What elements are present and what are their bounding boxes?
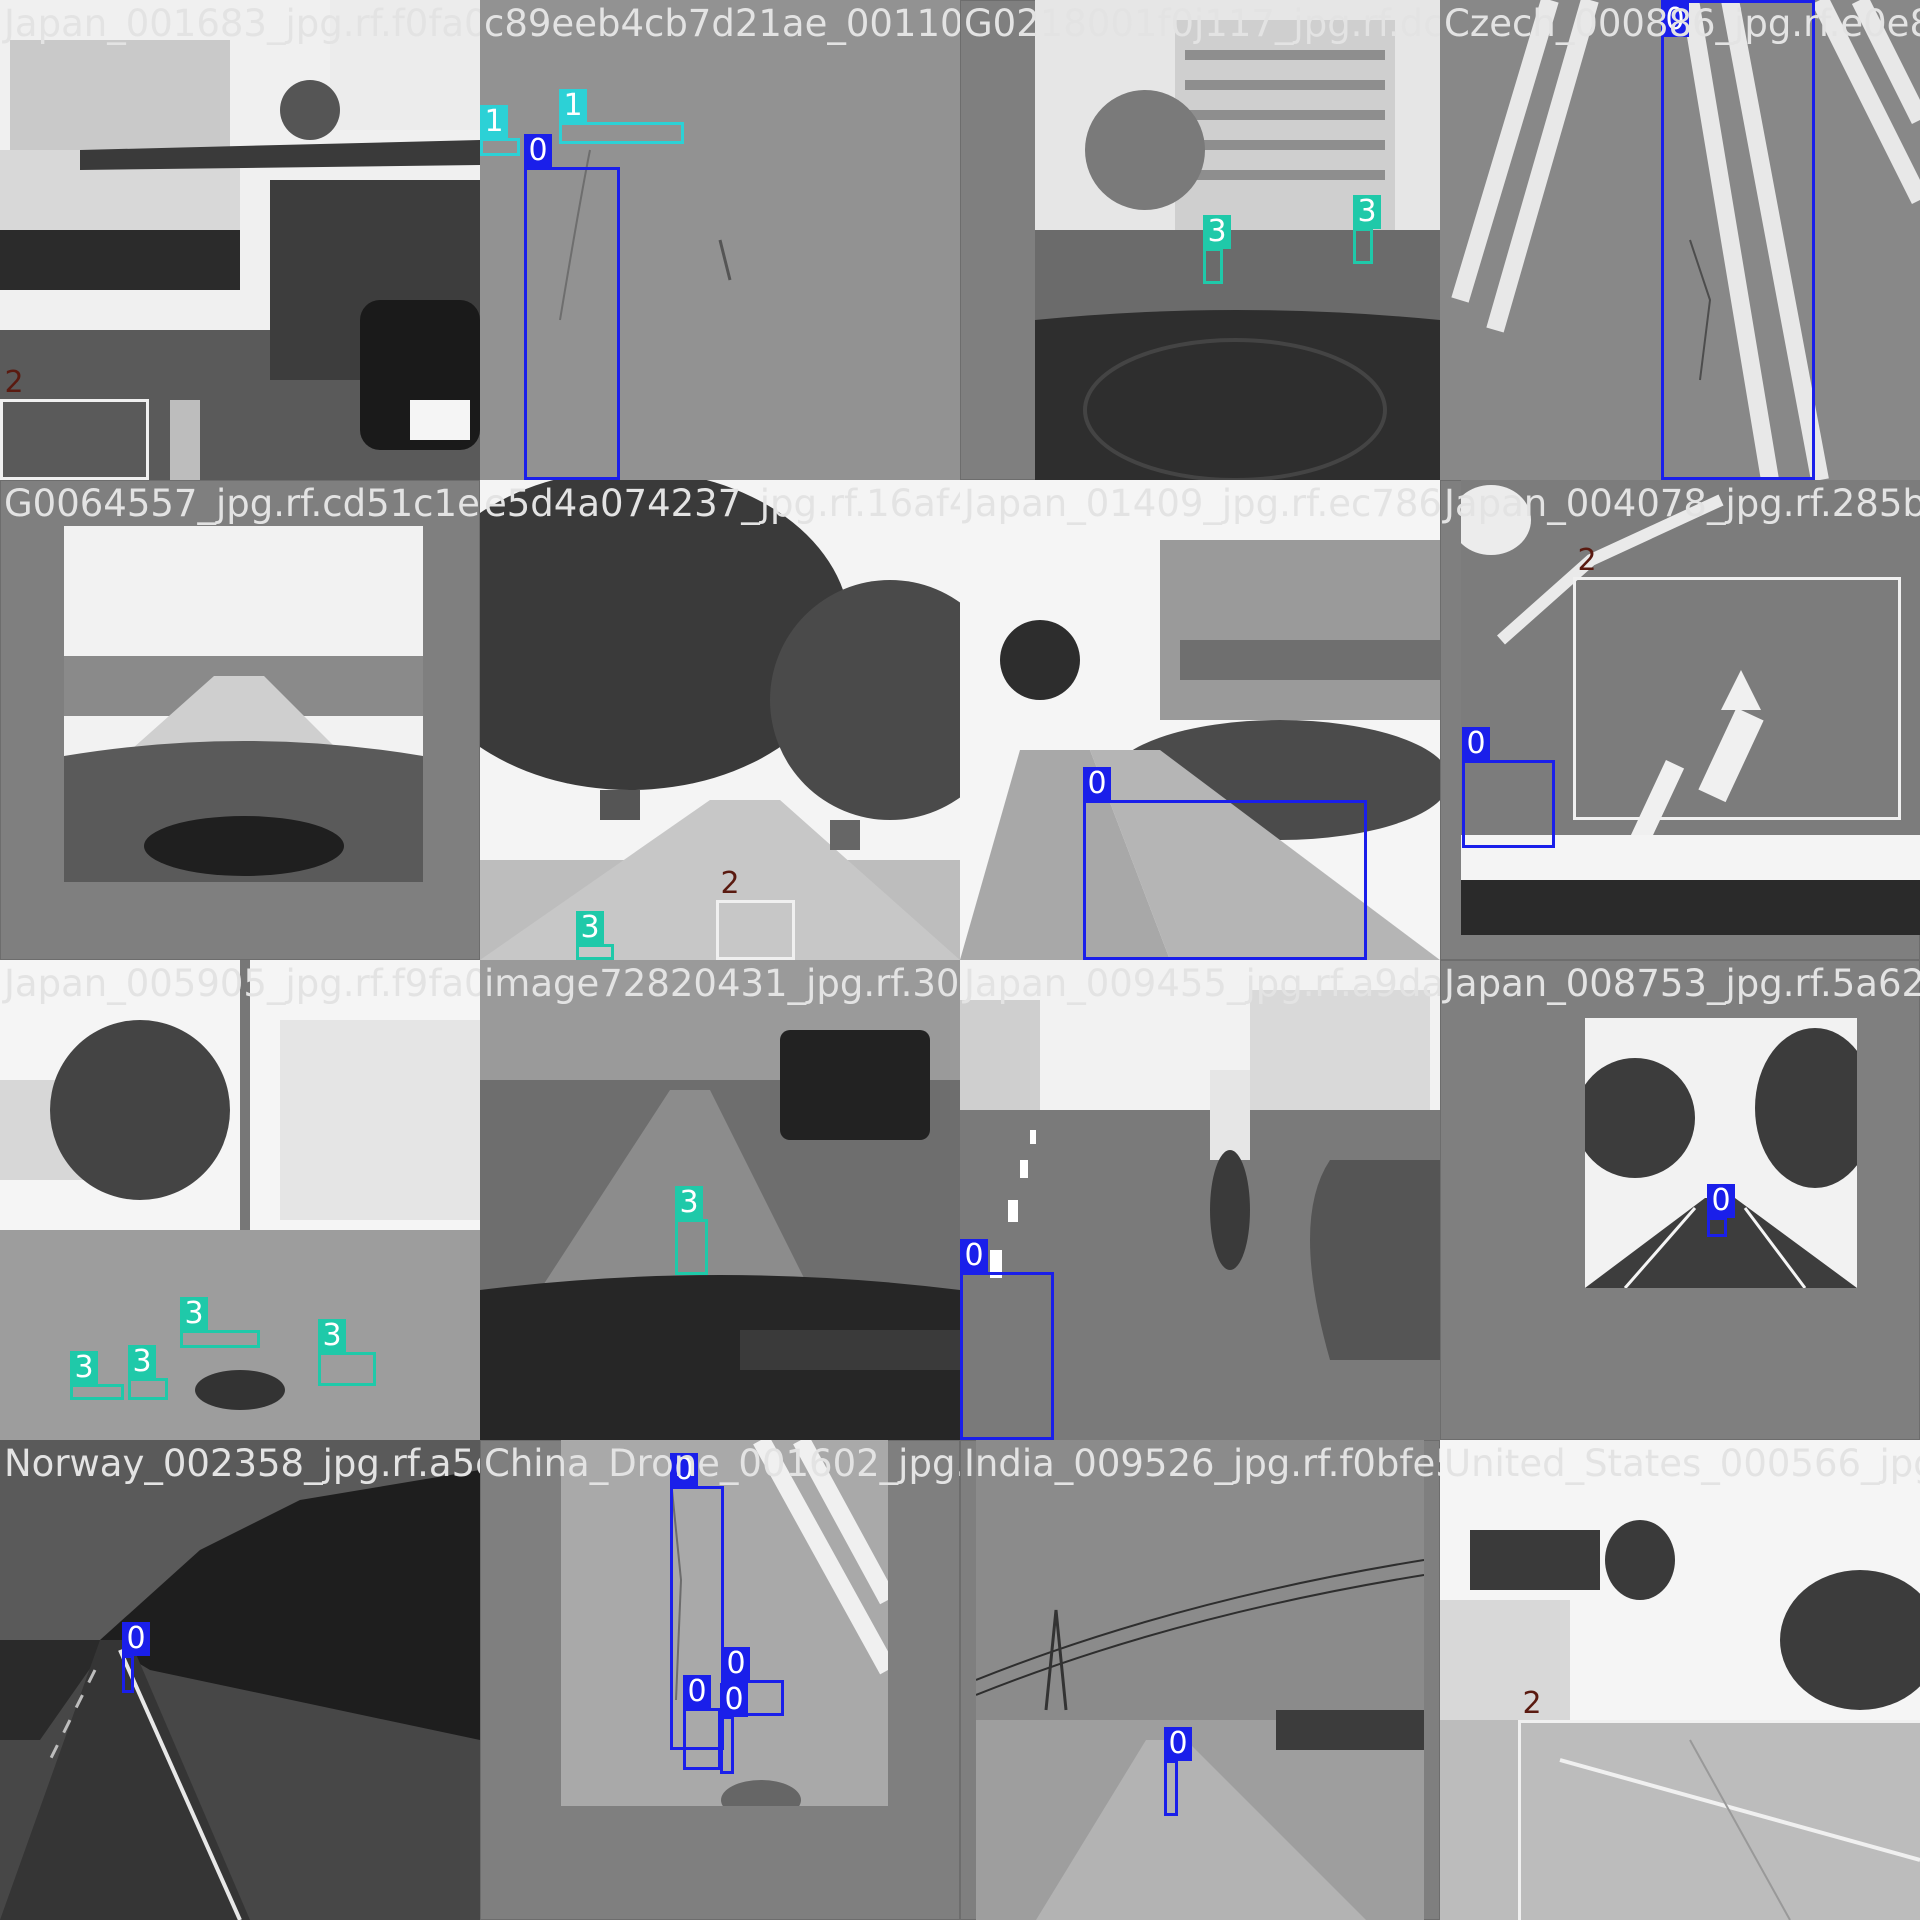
photo-boulevard [1585,1018,1857,1288]
scene-cyclist-street [960,960,1440,1440]
photo-power-lines [976,1440,1424,1920]
tile-2: 1 1 0 c89eeb4cb7d21ae_001101_jpg.rf.dc61… [480,0,960,480]
box-class-3: 3 [128,1345,168,1400]
photo-house-carport [0,0,480,480]
box-class-0: 0 [1164,1727,1192,1816]
tile-15: 0 India_009526_jpg.rf.f0bfe50 [960,1440,1440,1920]
box-class-0: 0 [1661,0,1815,480]
box-class-0: 0 [1083,767,1367,960]
tile-8: 0 2 Japan_004078_jpg.rf.285bc [1440,480,1920,960]
scene-lane-markings [1440,0,1920,480]
box-class-0: 0 [524,134,620,480]
box-class-0: 0 [683,1675,721,1770]
scene-boulevard [1585,1018,1857,1288]
scene-power-lines [976,1440,1424,1920]
tile-12: 0 Japan_008753_jpg.rf.5a629 [1440,960,1920,1440]
box-class-0: 0 [722,1647,784,1716]
box-class-3: 3 [180,1297,260,1348]
tile-16: 2 United_States_000566_jpg [1440,1440,1920,1920]
photo-manholes [0,960,480,1440]
tile-filename: G0064557_jpg.rf.cd51c1eefe5d4a0742357 [4,482,480,525]
scene-drone-lane [561,1440,888,1806]
photo-billboard-street [1440,1440,1920,1920]
scene-asphalt-closeup [480,0,960,480]
photo-asphalt [480,0,960,480]
tile-3: 3 3 G0218001f0j117_jpg.rf.dc614a44c2e03e… [960,0,1440,480]
tile-10: 3 image72820431_jpg.rf.300d9170fc [480,960,960,1440]
scene-manholes [0,960,480,1440]
tile-7: 0 Japan_01409_jpg.rf.ec786 [960,480,1440,960]
box-class-2: 2 [0,366,149,480]
photo-rain-dashcam [480,960,960,1440]
box-class-2: 2 [1518,1687,1920,1920]
box-class-2: 2 [716,867,795,960]
tile-6: 2 3 e5d4a074237_jpg.rf.16af4a8c17298_014… [480,480,960,960]
photo-building [1035,0,1440,480]
box-class-0: 0 [960,1239,1054,1440]
scene-house-carport [0,0,480,480]
box-class-0: 0 [670,1453,724,1750]
box-class-1: 1 [559,89,684,144]
tile-11: 0 Japan_009455_jpg.rf.a9da1c [960,960,1440,1440]
box-class-0: 0 [1707,1184,1735,1237]
box-class-2: 2 [1573,544,1901,820]
box-class-1: 1 [480,105,520,156]
tile-9: 3 3 3 3 Japan_005905_jpg.rf.f9fa0d [0,960,480,1440]
box-class-0: 0 [1462,727,1555,848]
scene-billboard-street [1440,1440,1920,1920]
tile-5: G0064557_jpg.rf.cd51c1eefe5d4a0742357 [0,480,480,960]
photo-lane-markings [1440,0,1920,480]
box-class-3: 3 [576,911,614,960]
photo-cyclist-street [960,960,1440,1440]
box-class-3: 3 [318,1319,376,1386]
box-class-3: 3 [70,1351,124,1400]
box-class-0: 0 [122,1622,150,1693]
scene-rain-dashcam [480,960,960,1440]
tile-filename: Japan_008753_jpg.rf.5a629 [1444,962,1920,1005]
photo-arrow-markings [1461,480,1920,935]
box-class-3: 3 [675,1186,708,1275]
photo-rural-road [64,526,423,882]
box-class-3: 3 [1203,215,1231,284]
scene-rural-road [64,526,423,882]
tile-4: 0 Czech_000886_jpg.rf.e0e8cbf [1440,0,1920,480]
scene-arrow-markings [1461,480,1920,935]
box-class-0: 0 [720,1683,748,1774]
tile-13: 0 Norway_002358_jpg.rf.a5eb0 [0,1440,480,1920]
scene-building-dashcam [1035,0,1440,480]
scene-forest-road [0,1440,480,1920]
photo-drone-lane [561,1440,888,1806]
box-class-3: 3 [1353,195,1381,264]
tile-14: 0 0 0 0 China_Drone_001602_jpg.rf.ef [480,1440,960,1920]
tile-1: 2 Japan_001683_jpg.rf.f0fa0b89eeb4cb7d21… [0,0,480,480]
photo-forest-road [0,1440,480,1920]
